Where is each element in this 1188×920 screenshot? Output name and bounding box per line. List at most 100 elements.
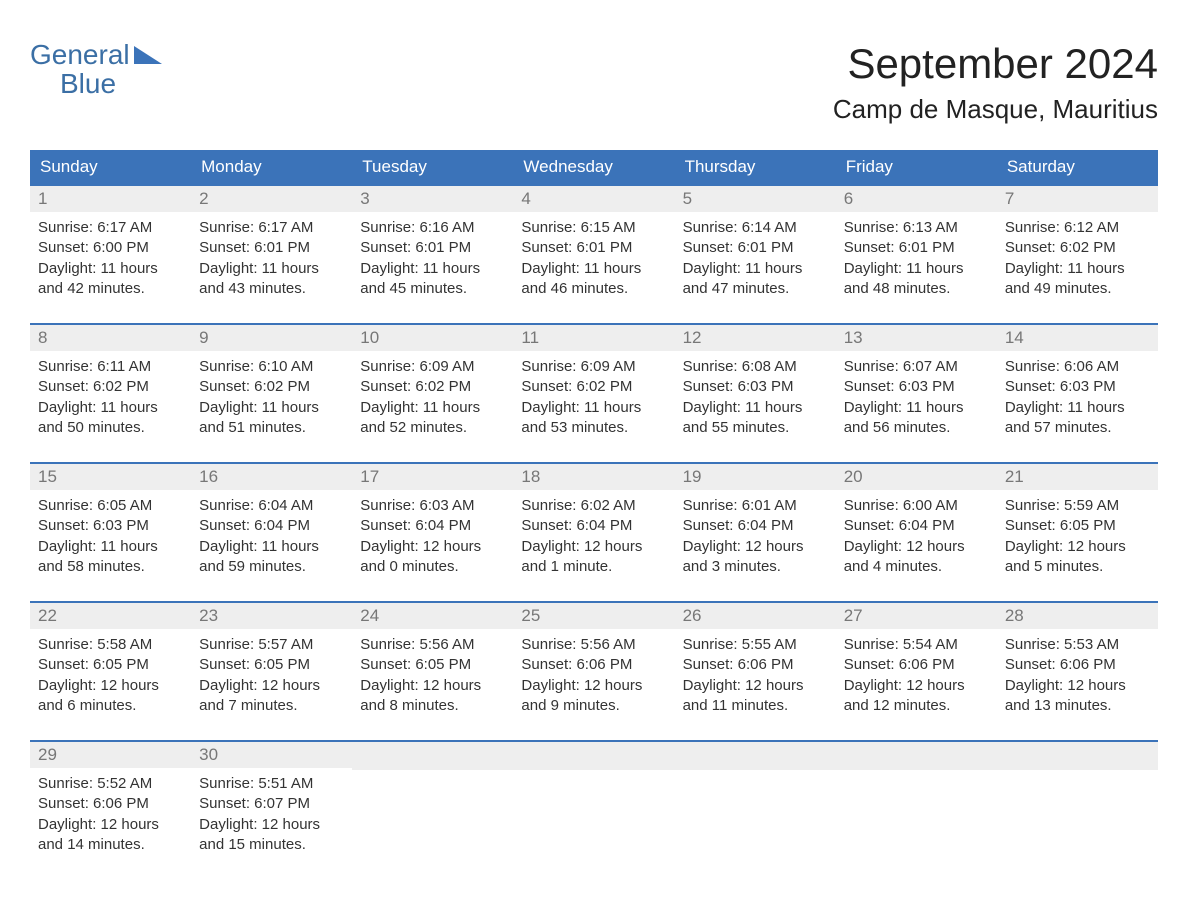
daylight-line: Daylight: 11 hours and 50 minutes. bbox=[38, 398, 183, 439]
day-details: Sunrise: 6:01 AMSunset: 6:04 PMDaylight:… bbox=[675, 490, 836, 601]
daylight-line: Daylight: 11 hours and 47 minutes. bbox=[683, 259, 828, 300]
day-cell bbox=[997, 741, 1158, 880]
logo-top-text: General bbox=[30, 40, 130, 69]
day-number: 16 bbox=[191, 464, 352, 490]
day-details: Sunrise: 6:15 AMSunset: 6:01 PMDaylight:… bbox=[513, 212, 674, 323]
day-number: 21 bbox=[997, 464, 1158, 490]
day-details: Sunrise: 5:56 AMSunset: 6:05 PMDaylight:… bbox=[352, 629, 513, 740]
day-details-empty bbox=[836, 770, 997, 880]
sunrise-line: Sunrise: 5:59 AM bbox=[1005, 496, 1150, 516]
sunrise-line: Sunrise: 5:55 AM bbox=[683, 635, 828, 655]
day-cell: 23Sunrise: 5:57 AMSunset: 6:05 PMDayligh… bbox=[191, 602, 352, 741]
daylight-line: Daylight: 12 hours and 11 minutes. bbox=[683, 676, 828, 717]
day-details: Sunrise: 6:17 AMSunset: 6:01 PMDaylight:… bbox=[191, 212, 352, 323]
day-cell bbox=[675, 741, 836, 880]
day-cell: 15Sunrise: 6:05 AMSunset: 6:03 PMDayligh… bbox=[30, 463, 191, 602]
day-cell: 6Sunrise: 6:13 AMSunset: 6:01 PMDaylight… bbox=[836, 185, 997, 324]
day-number: 26 bbox=[675, 603, 836, 629]
day-number: 27 bbox=[836, 603, 997, 629]
day-number: 25 bbox=[513, 603, 674, 629]
day-number: 8 bbox=[30, 325, 191, 351]
day-cell: 11Sunrise: 6:09 AMSunset: 6:02 PMDayligh… bbox=[513, 324, 674, 463]
day-details: Sunrise: 6:04 AMSunset: 6:04 PMDaylight:… bbox=[191, 490, 352, 601]
daylight-line: Daylight: 11 hours and 56 minutes. bbox=[844, 398, 989, 439]
daylight-line: Daylight: 11 hours and 57 minutes. bbox=[1005, 398, 1150, 439]
day-number: 9 bbox=[191, 325, 352, 351]
sunset-line: Sunset: 6:02 PM bbox=[360, 377, 505, 397]
sunrise-line: Sunrise: 6:14 AM bbox=[683, 218, 828, 238]
sunrise-line: Sunrise: 6:17 AM bbox=[38, 218, 183, 238]
day-number: 24 bbox=[352, 603, 513, 629]
day-number-empty bbox=[675, 742, 836, 770]
daylight-line: Daylight: 12 hours and 5 minutes. bbox=[1005, 537, 1150, 578]
sunrise-line: Sunrise: 5:52 AM bbox=[38, 774, 183, 794]
day-details-empty bbox=[997, 770, 1158, 880]
day-details: Sunrise: 5:56 AMSunset: 6:06 PMDaylight:… bbox=[513, 629, 674, 740]
day-cell: 5Sunrise: 6:14 AMSunset: 6:01 PMDaylight… bbox=[675, 185, 836, 324]
sunset-line: Sunset: 6:04 PM bbox=[521, 516, 666, 536]
week-row: 22Sunrise: 5:58 AMSunset: 6:05 PMDayligh… bbox=[30, 602, 1158, 741]
sunset-line: Sunset: 6:06 PM bbox=[38, 794, 183, 814]
day-details: Sunrise: 6:13 AMSunset: 6:01 PMDaylight:… bbox=[836, 212, 997, 323]
day-details: Sunrise: 6:03 AMSunset: 6:04 PMDaylight:… bbox=[352, 490, 513, 601]
daylight-line: Daylight: 11 hours and 55 minutes. bbox=[683, 398, 828, 439]
weekday-header: Tuesday bbox=[352, 150, 513, 185]
daylight-line: Daylight: 12 hours and 13 minutes. bbox=[1005, 676, 1150, 717]
day-cell: 25Sunrise: 5:56 AMSunset: 6:06 PMDayligh… bbox=[513, 602, 674, 741]
day-number-empty bbox=[513, 742, 674, 770]
week-row: 8Sunrise: 6:11 AMSunset: 6:02 PMDaylight… bbox=[30, 324, 1158, 463]
day-cell: 2Sunrise: 6:17 AMSunset: 6:01 PMDaylight… bbox=[191, 185, 352, 324]
sunset-line: Sunset: 6:01 PM bbox=[360, 238, 505, 258]
day-cell: 14Sunrise: 6:06 AMSunset: 6:03 PMDayligh… bbox=[997, 324, 1158, 463]
day-details: Sunrise: 6:09 AMSunset: 6:02 PMDaylight:… bbox=[352, 351, 513, 462]
sunset-line: Sunset: 6:04 PM bbox=[360, 516, 505, 536]
day-details: Sunrise: 5:55 AMSunset: 6:06 PMDaylight:… bbox=[675, 629, 836, 740]
day-cell: 16Sunrise: 6:04 AMSunset: 6:04 PMDayligh… bbox=[191, 463, 352, 602]
sunrise-line: Sunrise: 6:09 AM bbox=[360, 357, 505, 377]
sunrise-line: Sunrise: 6:05 AM bbox=[38, 496, 183, 516]
day-cell bbox=[513, 741, 674, 880]
sunset-line: Sunset: 6:03 PM bbox=[1005, 377, 1150, 397]
sunset-line: Sunset: 6:03 PM bbox=[683, 377, 828, 397]
logo: General Blue bbox=[30, 40, 162, 99]
daylight-line: Daylight: 11 hours and 59 minutes. bbox=[199, 537, 344, 578]
day-cell: 12Sunrise: 6:08 AMSunset: 6:03 PMDayligh… bbox=[675, 324, 836, 463]
sunrise-line: Sunrise: 5:56 AM bbox=[360, 635, 505, 655]
day-details: Sunrise: 6:00 AMSunset: 6:04 PMDaylight:… bbox=[836, 490, 997, 601]
day-number: 15 bbox=[30, 464, 191, 490]
daylight-line: Daylight: 12 hours and 7 minutes. bbox=[199, 676, 344, 717]
day-number: 2 bbox=[191, 186, 352, 212]
day-number: 23 bbox=[191, 603, 352, 629]
day-number: 30 bbox=[191, 742, 352, 768]
daylight-line: Daylight: 11 hours and 53 minutes. bbox=[521, 398, 666, 439]
day-number: 5 bbox=[675, 186, 836, 212]
day-number: 20 bbox=[836, 464, 997, 490]
logo-bottom-text: Blue bbox=[30, 69, 162, 98]
location: Camp de Masque, Mauritius bbox=[833, 94, 1158, 125]
title-block: September 2024 Camp de Masque, Mauritius bbox=[833, 40, 1158, 125]
day-details-empty bbox=[352, 770, 513, 880]
sunset-line: Sunset: 6:03 PM bbox=[844, 377, 989, 397]
day-details: Sunrise: 5:53 AMSunset: 6:06 PMDaylight:… bbox=[997, 629, 1158, 740]
sunrise-line: Sunrise: 5:54 AM bbox=[844, 635, 989, 655]
sunset-line: Sunset: 6:02 PM bbox=[1005, 238, 1150, 258]
day-details: Sunrise: 6:06 AMSunset: 6:03 PMDaylight:… bbox=[997, 351, 1158, 462]
daylight-line: Daylight: 11 hours and 43 minutes. bbox=[199, 259, 344, 300]
day-number-empty bbox=[352, 742, 513, 770]
day-cell: 13Sunrise: 6:07 AMSunset: 6:03 PMDayligh… bbox=[836, 324, 997, 463]
weekday-header: Sunday bbox=[30, 150, 191, 185]
daylight-line: Daylight: 11 hours and 45 minutes. bbox=[360, 259, 505, 300]
daylight-line: Daylight: 11 hours and 48 minutes. bbox=[844, 259, 989, 300]
sunset-line: Sunset: 6:04 PM bbox=[199, 516, 344, 536]
daylight-line: Daylight: 11 hours and 42 minutes. bbox=[38, 259, 183, 300]
day-cell: 19Sunrise: 6:01 AMSunset: 6:04 PMDayligh… bbox=[675, 463, 836, 602]
day-details: Sunrise: 6:05 AMSunset: 6:03 PMDaylight:… bbox=[30, 490, 191, 601]
sunrise-line: Sunrise: 6:07 AM bbox=[844, 357, 989, 377]
day-cell: 27Sunrise: 5:54 AMSunset: 6:06 PMDayligh… bbox=[836, 602, 997, 741]
day-details: Sunrise: 6:11 AMSunset: 6:02 PMDaylight:… bbox=[30, 351, 191, 462]
day-number: 1 bbox=[30, 186, 191, 212]
sunset-line: Sunset: 6:00 PM bbox=[38, 238, 183, 258]
daylight-line: Daylight: 12 hours and 4 minutes. bbox=[844, 537, 989, 578]
daylight-line: Daylight: 11 hours and 52 minutes. bbox=[360, 398, 505, 439]
sunrise-line: Sunrise: 6:00 AM bbox=[844, 496, 989, 516]
